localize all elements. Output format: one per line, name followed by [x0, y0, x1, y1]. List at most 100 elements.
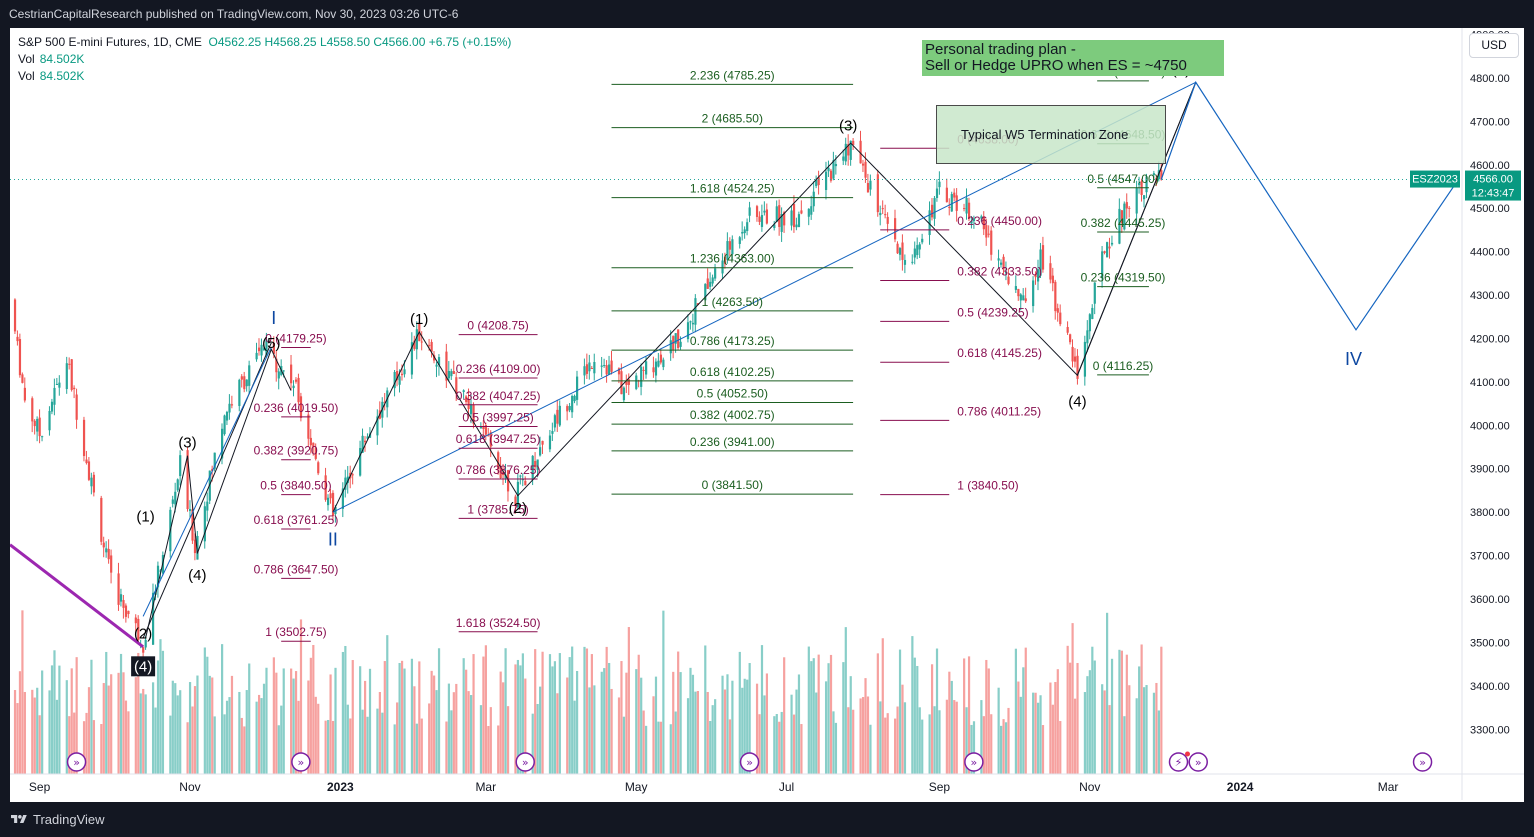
volume-bar	[980, 700, 983, 774]
event-marker-icon[interactable]	[66, 752, 87, 772]
volume-bar	[154, 707, 157, 774]
volume-bar	[489, 707, 492, 774]
wave-label: (4)	[134, 658, 152, 675]
price-tick-label: 4600.00	[1470, 160, 1510, 172]
candle-body	[903, 259, 907, 265]
volume-bar	[1019, 696, 1022, 774]
candle-body	[605, 365, 608, 375]
volume-bar	[117, 672, 120, 774]
event-marker-icon[interactable]	[964, 752, 984, 772]
candle-body	[18, 339, 22, 376]
volume-bar	[585, 648, 589, 774]
volume-bar	[1101, 684, 1104, 774]
volume-bar	[260, 698, 263, 774]
volume-bar	[312, 644, 315, 774]
candle-body	[48, 410, 51, 431]
volume-bar	[773, 716, 776, 774]
price-tick-label: 3900.00	[1470, 464, 1510, 476]
candle-body	[137, 618, 140, 641]
candle-body	[262, 348, 266, 351]
volume-bar	[1073, 698, 1077, 774]
volume-bar	[741, 687, 744, 774]
chart-area[interactable]: 0 (3841.50) 0.236 (3941.00) 0.382 (4002.75…	[10, 28, 1524, 802]
event-marker-icon[interactable]	[291, 752, 311, 772]
volume-bar	[849, 676, 852, 774]
volume-bar	[748, 663, 751, 774]
volume-bar	[191, 706, 194, 774]
candle-body	[963, 208, 966, 210]
candle-body	[620, 371, 623, 395]
fib-level-label: 0.5 (4052.50)	[697, 387, 768, 401]
fib-level-label: 0.5 (3840.50)	[260, 479, 331, 493]
footer-brand[interactable]: TradingView	[33, 812, 105, 827]
volume-bar	[1106, 612, 1109, 774]
candle-body	[366, 436, 369, 439]
volume-bar	[1140, 644, 1143, 774]
candle-body	[1135, 187, 1138, 214]
termination-zone-box[interactable]: Typical W5 Termination Zone	[936, 105, 1166, 164]
candle-body	[987, 233, 990, 235]
volume-bar	[381, 712, 384, 774]
price-tick-label: 3500.00	[1470, 637, 1510, 649]
volume-bar	[174, 683, 177, 774]
candle-body	[393, 372, 396, 389]
volume-bar	[1157, 710, 1160, 774]
currency-button[interactable]: USD	[1469, 33, 1519, 58]
volume-bar	[1056, 669, 1059, 774]
candle-body	[921, 238, 924, 243]
volume-bar	[497, 725, 500, 774]
trading-plan-note[interactable]: Personal trading plan - Sell or Hedge UP…	[922, 40, 1224, 76]
candle-body	[31, 398, 34, 422]
price-chart[interactable]: 0 (3841.50) 0.236 (3941.00) 0.382 (4002.75…	[10, 28, 1524, 802]
volume-bar	[551, 666, 554, 774]
candle-body	[723, 256, 727, 264]
flash-marker-icon[interactable]	[1168, 752, 1189, 772]
wave-label: (2)	[134, 626, 152, 643]
price-tick-label: 4700.00	[1470, 116, 1510, 128]
volume-bar	[21, 610, 24, 774]
volume-bar	[346, 704, 349, 774]
time-tick-label: Nov	[179, 780, 200, 794]
candle-body	[68, 363, 71, 365]
candle-body	[174, 491, 177, 505]
volume-bar	[677, 651, 680, 774]
candle-body	[238, 379, 241, 406]
volume-bar	[75, 657, 78, 774]
candle-body	[433, 355, 436, 361]
tradingview-logo-icon[interactable]	[11, 813, 27, 826]
candle-body	[122, 600, 125, 608]
volume-bar	[16, 703, 19, 774]
event-marker-icon[interactable]	[515, 752, 535, 772]
volume-bar	[760, 645, 764, 774]
volume-bar	[1054, 681, 1057, 774]
event-marker-icon[interactable]	[1412, 752, 1433, 772]
candle-body	[479, 426, 483, 429]
volume-bar	[738, 651, 741, 774]
candle-body	[760, 215, 764, 227]
price-axis[interactable]	[1462, 28, 1524, 802]
candle-body	[521, 479, 524, 481]
candle-body	[553, 415, 557, 428]
candle-body	[257, 347, 261, 352]
volume-bar	[161, 650, 165, 774]
trading-plan-line-1: Personal trading plan -	[925, 41, 1076, 58]
volume-bar	[1002, 719, 1005, 774]
candle-body	[196, 535, 199, 560]
volume-bar	[790, 694, 793, 774]
event-marker-icon[interactable]	[739, 752, 760, 772]
candle-body	[92, 474, 96, 493]
volume-bar	[635, 669, 638, 774]
candle-body	[669, 340, 672, 354]
candle-body	[662, 359, 665, 368]
volume-bar	[499, 671, 502, 774]
candle-body	[800, 210, 803, 214]
wave-label: (3)	[178, 435, 196, 452]
volume-bar	[1108, 705, 1111, 774]
event-marker-icon[interactable]	[1188, 752, 1208, 772]
candle-body	[792, 204, 796, 228]
volume-bar	[913, 657, 916, 774]
volume-bar	[659, 721, 663, 774]
candle-body	[1083, 341, 1087, 377]
volume-bar	[361, 709, 364, 774]
volume-bar	[203, 647, 206, 774]
